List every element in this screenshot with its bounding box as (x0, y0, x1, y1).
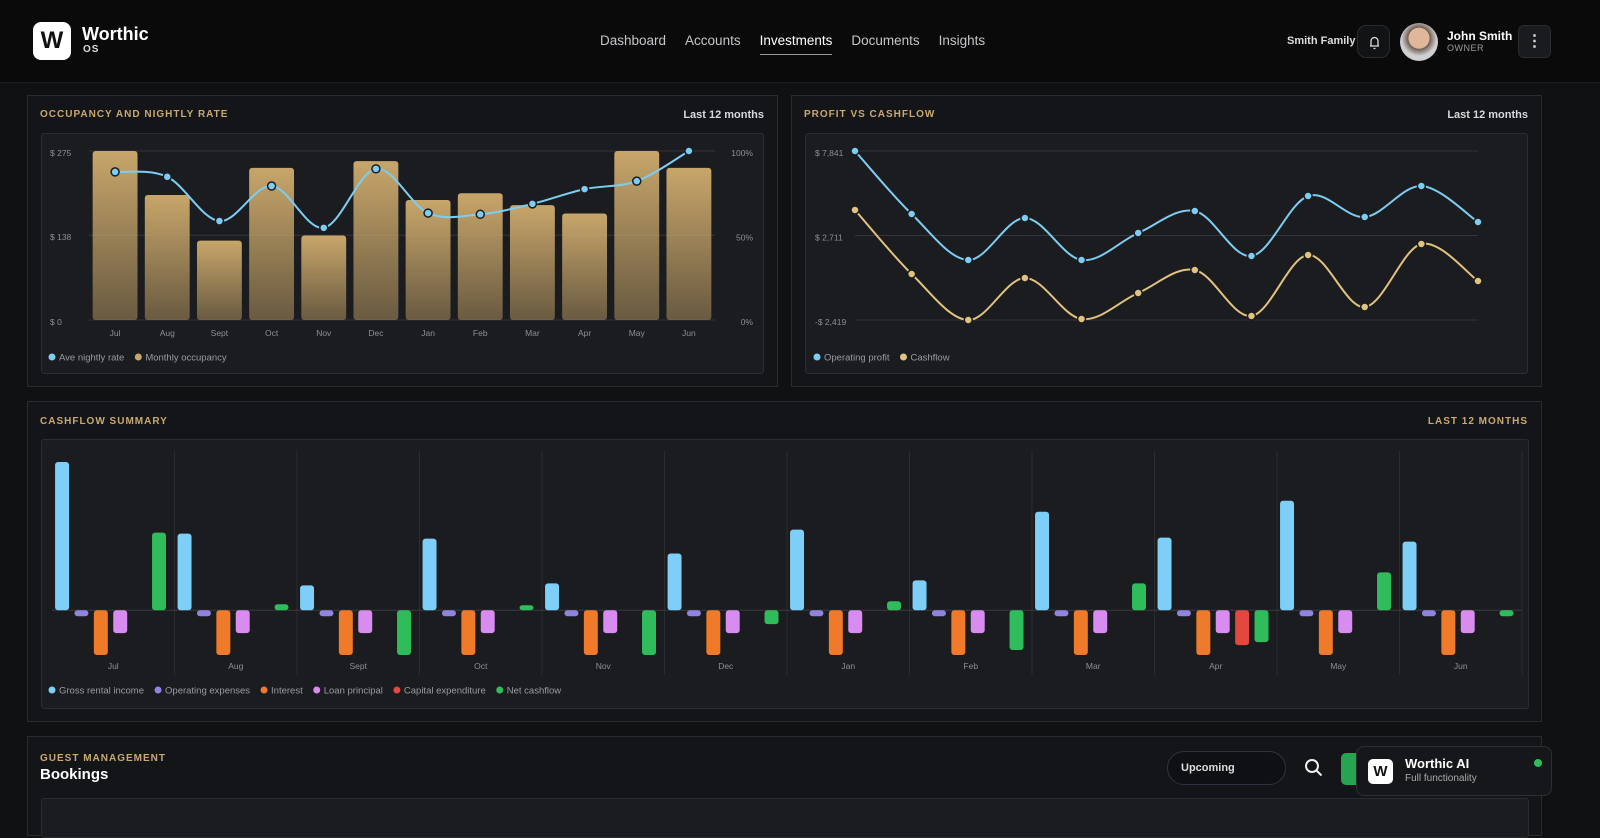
panel-title: PROFIT VS CASHFLOW (804, 109, 936, 120)
bookings-panel: GUEST MANAGEMENT Bookings Upcoming (27, 736, 1542, 838)
panel-period[interactable]: Last 12 months (1447, 109, 1528, 121)
nav-item[interactable]: Dashboard (600, 33, 667, 48)
header: W Worthic OS Dashboard Accounts Investment… (0, 0, 1600, 83)
bell-button[interactable] (1357, 25, 1390, 58)
nav-item[interactable]: Insights (938, 33, 986, 48)
panel-title: CASHFLOW SUMMARY (40, 416, 168, 427)
assistant-popup[interactable]: W Worthic AI Full functionality (1356, 746, 1552, 796)
chart-area (41, 133, 764, 374)
assistant-subtitle: Full functionality (1405, 773, 1477, 784)
panel: OCCUPANCY AND NIGHTLY RATE Last 12 month… (27, 95, 778, 387)
assistant-logo: W (1368, 759, 1393, 784)
table (41, 798, 1529, 838)
logo[interactable]: W (33, 22, 71, 60)
status-dot (1534, 759, 1542, 767)
family[interactable]: Smith Family (1287, 35, 1356, 47)
section-title: Bookings (40, 766, 109, 783)
panel-period[interactable]: Last 12 months (683, 109, 764, 121)
filter-dropdown[interactable]: Upcoming (1167, 751, 1286, 785)
assistant-title: Worthic AI (1405, 756, 1470, 771)
brand-sub: OS (83, 44, 100, 55)
nav-item[interactable]: Accounts (685, 33, 741, 48)
chart-area (805, 133, 1528, 374)
nav: Dashboard Accounts Investments Documents Ins… (600, 33, 985, 55)
eyebrow: GUEST MANAGEMENT (40, 753, 166, 764)
user-name: John Smith (1447, 29, 1513, 43)
avatar[interactable] (1400, 23, 1438, 61)
nav-item[interactable]: Documents (851, 33, 920, 48)
panel-title: OCCUPANCY AND NIGHTLY RATE (40, 109, 229, 120)
panel: PROFIT VS CASHFLOW Last 12 months (791, 95, 1542, 387)
bell-icon (1370, 36, 1379, 50)
panel-period[interactable]: LAST 12 MONTHS (1427, 416, 1528, 427)
brand: Worthic (82, 24, 149, 44)
chart-area (41, 439, 1529, 709)
user-role: OWNER (1447, 43, 1484, 53)
menu-button[interactable]: ⋮ (1518, 25, 1551, 58)
panel: CASHFLOW SUMMARY LAST 12 MONTHS (27, 401, 1542, 722)
search-icon[interactable] (1303, 757, 1325, 779)
nav-item[interactable]: Investments (759, 33, 833, 55)
